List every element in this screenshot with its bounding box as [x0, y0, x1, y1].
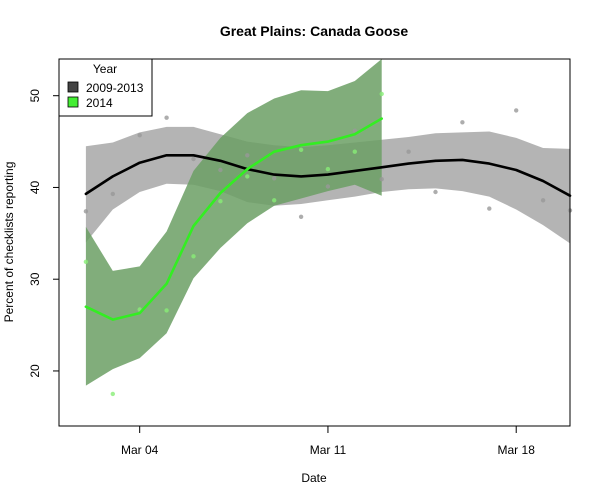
data-point-2009-2013: [110, 191, 116, 197]
data-point-2009-2013: [487, 206, 492, 211]
data-point-2009-2013: [514, 108, 519, 113]
fit-line-2014: [84, 117, 384, 321]
data-point-2014: [298, 147, 304, 152]
y-tick-label: 30: [28, 272, 42, 286]
chart-title: Great Plains: Canada Goose: [220, 23, 408, 39]
y-axis: 20 30 40 50: [28, 89, 60, 378]
x-tick-label: Mar 04: [121, 443, 159, 457]
data-point-2014: [379, 91, 384, 97]
data-point-2009-2013: [83, 209, 89, 214]
y-tick-label: 20: [28, 364, 42, 378]
data-point-2009-2013: [272, 176, 277, 181]
legend-key-2014: [67, 96, 79, 108]
data-point-2014: [191, 254, 196, 259]
legend-key-2009-2013: [67, 81, 79, 93]
data-point-2009-2013: [379, 177, 384, 182]
y-tick-label: 50: [28, 89, 42, 103]
data-point-2009-2013: [352, 128, 357, 133]
legend: Year 2009-2013 2014: [58, 58, 153, 117]
confidence-bands: [85, 59, 571, 386]
data-point-2009-2013: [433, 189, 438, 195]
data-point-2014: [218, 199, 223, 204]
x-axis-label: Date: [301, 471, 327, 485]
data-point-2014: [272, 198, 277, 203]
data-point-2014: [352, 149, 357, 154]
legend-label-2009-2013: 2009-2013: [86, 81, 144, 95]
data-point-2014: [83, 259, 89, 264]
legend-label-2014: 2014: [86, 96, 113, 110]
data-point-2014: [164, 308, 169, 313]
y-tick-label: 40: [28, 180, 42, 194]
data-point-2009-2013: [191, 156, 196, 162]
data-point-2014: [325, 166, 331, 172]
data-point-2014: [245, 174, 250, 179]
x-axis: Mar 04 Mar 11 Mar 18: [121, 425, 536, 457]
data-point-2009-2013: [245, 153, 250, 158]
data-point-2009-2013: [460, 120, 465, 125]
y-axis-label: Percent of checklists reporting: [2, 162, 16, 323]
fit-line-2009-2013: [84, 154, 572, 197]
data-point-2009-2013: [325, 184, 331, 189]
data-point-2009-2013: [137, 133, 142, 138]
data-point-2009-2013: [540, 198, 546, 203]
confidence-band-2014: [85, 59, 382, 386]
legend-title: Year: [93, 62, 117, 76]
observed-points: [83, 91, 573, 397]
x-tick-label: Mar 18: [498, 443, 536, 457]
data-point-2014: [110, 391, 116, 397]
data-point-2009-2013: [298, 214, 304, 219]
data-point-2009-2013: [218, 167, 223, 173]
fitted-lines: [84, 117, 572, 321]
data-point-2009-2013: [406, 149, 411, 154]
data-point-2009-2013: [164, 115, 169, 120]
x-tick-label: Mar 11: [310, 443, 347, 457]
